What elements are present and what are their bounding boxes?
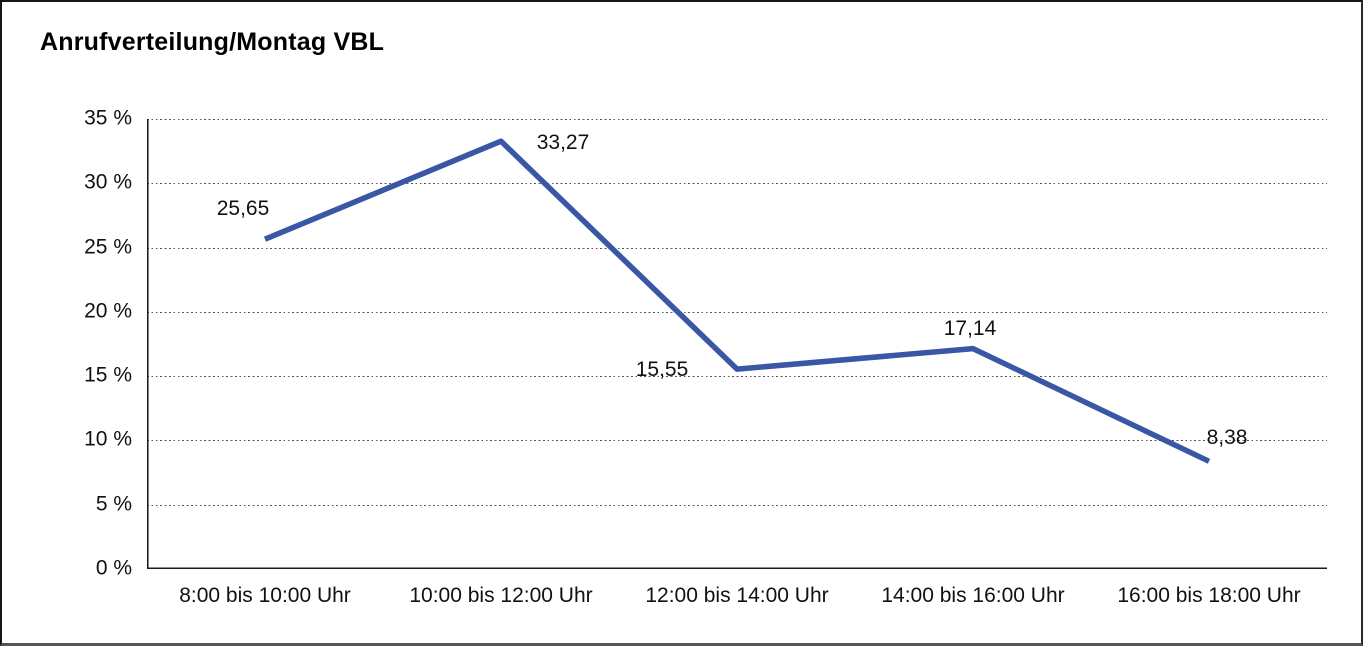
x-category-label: 16:00 bis 18:00 Uhr <box>1117 584 1301 607</box>
y-tick-label: 5 % <box>95 492 132 516</box>
y-tick-label: 35 % <box>84 106 132 130</box>
x-category-label: 14:00 bis 16:00 Uhr <box>881 584 1065 607</box>
y-tick-label: 15 % <box>84 363 132 387</box>
y-tick-label: 30 % <box>84 170 132 194</box>
data-label: 25,65 <box>216 197 270 221</box>
y-tick-label: 0 % <box>95 556 132 580</box>
data-label: 33,27 <box>536 131 590 155</box>
chart-title: Anrufverteilung/Montag VBL <box>40 28 385 56</box>
y-tick-label: 20 % <box>84 299 132 323</box>
data-label: 17,14 <box>943 316 997 340</box>
x-category-label: 10:00 bis 12:00 Uhr <box>409 584 593 607</box>
y-tick-label: 10 % <box>84 427 132 451</box>
data-line <box>263 138 1211 464</box>
line-chart <box>147 119 1327 569</box>
x-category-label: 8:00 bis 10:00 Uhr <box>179 584 351 607</box>
y-tick-label: 25 % <box>84 235 132 259</box>
data-label: 8,38 <box>1206 426 1248 450</box>
data-label: 15,55 <box>635 358 689 382</box>
x-category-label: 12:00 bis 14:00 Uhr <box>645 584 829 607</box>
